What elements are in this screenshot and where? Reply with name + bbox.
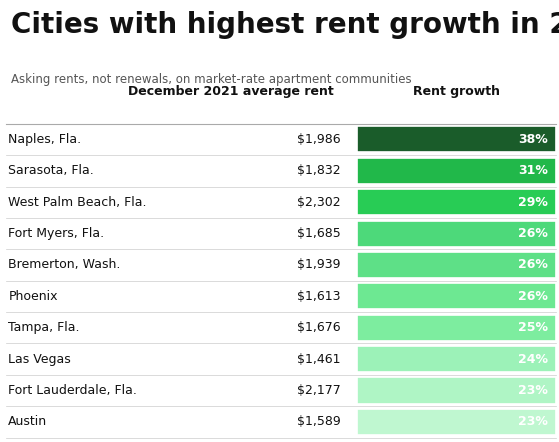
Bar (357, 126, 556, 152)
Text: $1,986: $1,986 (297, 133, 341, 146)
Text: Austin: Austin (8, 415, 48, 428)
Text: 25%: 25% (518, 321, 548, 334)
Text: $1,832: $1,832 (297, 164, 341, 177)
Text: Naples, Fla.: Naples, Fla. (8, 133, 82, 146)
Text: $1,676: $1,676 (297, 321, 341, 334)
Text: $1,685: $1,685 (297, 227, 341, 240)
Text: $2,177: $2,177 (297, 384, 341, 397)
Text: Phoenix: Phoenix (8, 290, 58, 303)
Text: Sarasota, Fla.: Sarasota, Fla. (8, 164, 94, 177)
Text: $2,302: $2,302 (297, 196, 341, 209)
Text: 26%: 26% (518, 227, 548, 240)
Bar (357, 158, 556, 184)
Bar (357, 221, 556, 247)
Text: December 2021 average rent: December 2021 average rent (127, 85, 334, 98)
Text: Asking rents, not renewals, on market-rate apartment communities: Asking rents, not renewals, on market-ra… (11, 73, 412, 86)
Bar (357, 283, 556, 309)
Text: 26%: 26% (518, 259, 548, 271)
Bar (357, 315, 556, 341)
Text: West Palm Beach, Fla.: West Palm Beach, Fla. (8, 196, 147, 209)
Text: Fort Myers, Fla.: Fort Myers, Fla. (8, 227, 105, 240)
Text: 23%: 23% (518, 415, 548, 428)
Text: Tampa, Fla.: Tampa, Fla. (8, 321, 80, 334)
Text: Cities with highest rent growth in 2021: Cities with highest rent growth in 2021 (11, 11, 559, 39)
Text: 38%: 38% (518, 133, 548, 146)
Text: 24%: 24% (518, 353, 548, 366)
Bar (357, 189, 556, 215)
Text: 26%: 26% (518, 290, 548, 303)
Text: Bremerton, Wash.: Bremerton, Wash. (8, 259, 121, 271)
Text: 23%: 23% (518, 384, 548, 397)
Text: Las Vegas: Las Vegas (8, 353, 71, 366)
Text: $1,613: $1,613 (297, 290, 341, 303)
Bar (357, 252, 556, 278)
Text: 29%: 29% (518, 196, 548, 209)
Bar (357, 346, 556, 372)
Bar (357, 377, 556, 404)
Text: 31%: 31% (518, 164, 548, 177)
Text: $1,939: $1,939 (297, 259, 341, 271)
Bar (357, 409, 556, 435)
Text: Rent growth: Rent growth (413, 85, 500, 98)
Text: $1,461: $1,461 (297, 353, 341, 366)
Text: Fort Lauderdale, Fla.: Fort Lauderdale, Fla. (8, 384, 138, 397)
Text: $1,589: $1,589 (297, 415, 341, 428)
